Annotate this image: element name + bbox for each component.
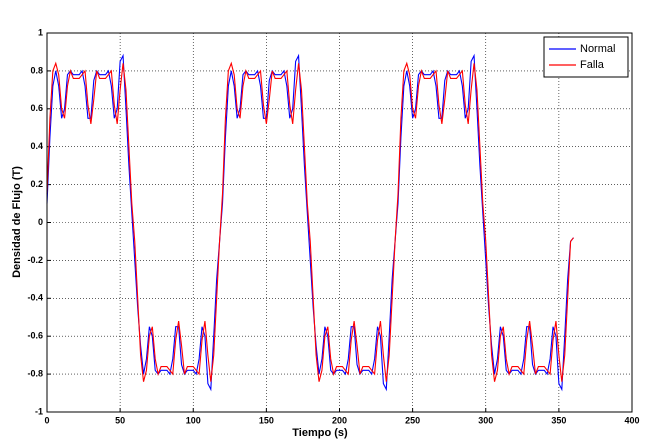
y-tick-label: 0.4	[30, 141, 43, 151]
x-tick-label: 0	[44, 415, 49, 425]
legend-label: Falla	[580, 59, 605, 71]
y-tick-label: -0.6	[27, 331, 43, 341]
x-tick-label: 300	[478, 415, 493, 425]
x-tick-label: 200	[332, 415, 347, 425]
legend-box	[543, 36, 629, 78]
y-tick-label: 0.8	[30, 65, 43, 75]
y-tick-label: -1	[35, 406, 43, 416]
axes-box	[46, 32, 633, 413]
y-tick-label: -0.2	[27, 255, 43, 265]
x-axis-label: Tiempo (s)	[292, 427, 348, 439]
x-tick-label: 50	[115, 415, 125, 425]
x-tick-label: 150	[259, 415, 274, 425]
x-tick-label: 250	[405, 415, 420, 425]
y-axis-label: Densidad de Flujo (T)	[11, 166, 23, 278]
y-tick-label: -0.8	[27, 368, 43, 378]
x-tick-label: 100	[186, 415, 201, 425]
x-tick-label: 350	[551, 415, 566, 425]
y-tick-label: 1	[38, 27, 43, 37]
legend: Normal Falla	[543, 36, 629, 78]
y-tick-label: 0	[38, 217, 43, 227]
legend-label: Normal	[580, 43, 615, 55]
data-line	[46, 53, 574, 392]
y-tick-label: -0.4	[27, 293, 43, 303]
y-tick-label: 0.2	[30, 179, 43, 189]
y-tick-label: 0.6	[30, 103, 43, 113]
data-line	[46, 61, 574, 382]
x-tick-label: 400	[624, 415, 639, 425]
